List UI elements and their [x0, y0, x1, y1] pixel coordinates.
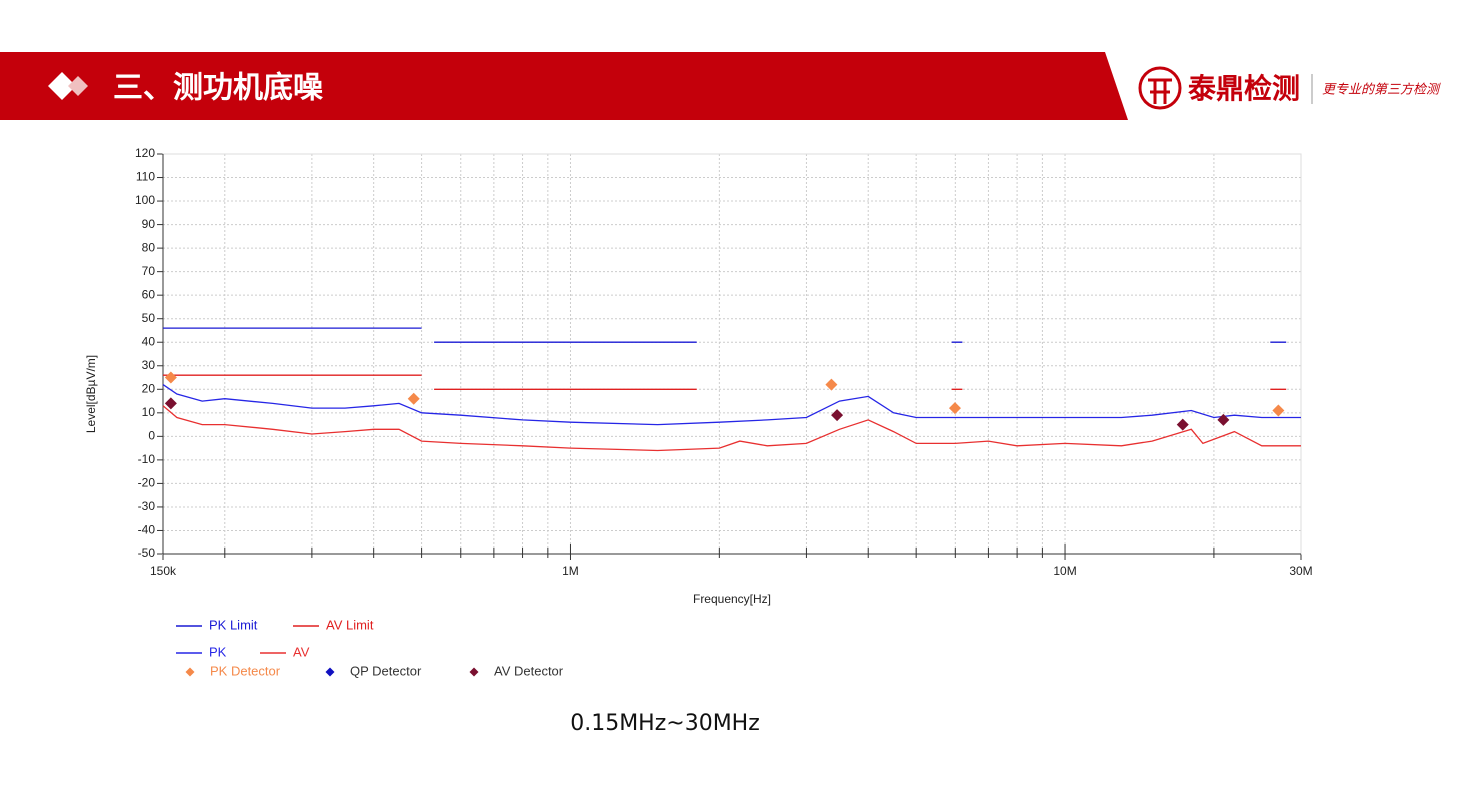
- detector-point: [831, 409, 844, 422]
- y-tick-label: -20: [138, 476, 156, 490]
- detector-point: [164, 397, 177, 410]
- chart: -50 -40 -30 -20 -10 0 10 20 30 40 50 60 70 80 90 100 110…: [84, 146, 1313, 678]
- logo-mark: [1138, 66, 1182, 110]
- y-tick-label: 50: [142, 311, 156, 325]
- detector-point: [948, 402, 961, 415]
- legend-label: AV Limit: [326, 617, 374, 632]
- legend-label: AV: [293, 644, 310, 659]
- title-banner: [0, 52, 1128, 120]
- x-tick-label: 30M: [1289, 564, 1312, 578]
- legend-label: PK Detector: [210, 663, 281, 678]
- y-tick-label: 90: [142, 217, 156, 231]
- y-tick-label: -40: [138, 523, 156, 537]
- y-tick-label: -10: [138, 452, 156, 466]
- x-tick-label: 10M: [1053, 564, 1076, 578]
- legend-swatch: [325, 667, 335, 677]
- y-tick-label: 40: [142, 334, 156, 348]
- slide-title: 三、测功机底噪: [113, 71, 323, 106]
- legend-label: PK Limit: [209, 617, 258, 632]
- y-tick-label: 10: [142, 405, 156, 419]
- legend-label: AV Detector: [494, 663, 564, 678]
- detector-point: [164, 371, 177, 384]
- y-tick-label: -30: [138, 499, 156, 513]
- caption: 0.15MHz~30MHz: [570, 711, 760, 736]
- legend-swatch: [185, 667, 195, 677]
- legend-label: QP Detector: [350, 663, 422, 678]
- x-tick-label: 150k: [150, 564, 177, 578]
- banner-icon: [48, 72, 76, 100]
- y-tick-label: 0: [148, 429, 155, 443]
- detector-point: [1272, 404, 1285, 417]
- y-tick-label: 30: [142, 358, 156, 372]
- y-tick-label: 120: [135, 146, 155, 160]
- banner-icon: [68, 76, 88, 96]
- logo-slogan: 更专业的第三方检测: [1322, 82, 1441, 98]
- x-tick-label: 1M: [562, 564, 579, 578]
- legend-swatch: [469, 667, 479, 677]
- logo-mark: [1148, 78, 1172, 104]
- y-tick-label: 60: [142, 287, 156, 301]
- y-axis-label: Level[dBµV/m]: [84, 355, 98, 433]
- series-line: [162, 405, 1301, 452]
- detector-point: [1217, 413, 1230, 426]
- x-axis-label: Frequency[Hz]: [693, 592, 771, 606]
- series-line: [163, 327, 1287, 343]
- plot-frame: [162, 153, 1302, 555]
- y-tick-label: -50: [138, 546, 156, 560]
- y-tick-label: 100: [135, 193, 155, 207]
- logo-text: 泰鼎检测: [1188, 72, 1300, 105]
- y-tick-label: 110: [136, 170, 155, 184]
- series-line: [163, 374, 1287, 390]
- detector-point: [1176, 418, 1189, 431]
- y-tick-label: 80: [142, 240, 156, 254]
- y-tick-label: 20: [142, 381, 156, 395]
- series-line: [162, 384, 1301, 426]
- legend-label: PK: [209, 644, 227, 659]
- detector-point: [825, 378, 838, 391]
- detector-point: [407, 392, 420, 405]
- y-tick-label: 70: [142, 264, 156, 278]
